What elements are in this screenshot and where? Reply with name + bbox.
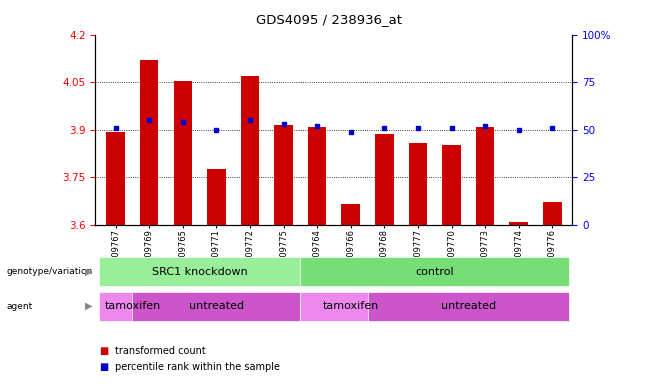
Bar (174, 81, 192, 225)
Text: tamoxifen: tamoxifen (104, 301, 161, 311)
Bar (375, 134, 393, 225)
Text: tamoxifen: tamoxifen (322, 301, 379, 311)
Text: GDS4095 / 238936_at: GDS4095 / 238936_at (256, 13, 402, 26)
Bar (107, 132, 125, 225)
Text: percentile rank within the sample: percentile rank within the sample (115, 362, 280, 372)
Bar (274, 125, 293, 225)
Text: SRC1 knockdown: SRC1 knockdown (152, 266, 247, 277)
Bar (308, 127, 326, 225)
Text: ■: ■ (99, 346, 108, 356)
Bar (207, 169, 226, 225)
Bar (140, 60, 159, 225)
Bar (241, 76, 259, 225)
Text: untreated: untreated (441, 301, 496, 311)
Bar (409, 143, 427, 225)
Text: agent: agent (7, 302, 33, 311)
Bar (476, 127, 494, 225)
Text: ▶: ▶ (85, 266, 92, 277)
Bar (509, 222, 528, 225)
Bar (342, 204, 360, 225)
Text: ▶: ▶ (85, 301, 92, 311)
Text: control: control (415, 266, 454, 277)
Text: genotype/variation: genotype/variation (7, 267, 93, 276)
Bar (442, 146, 461, 225)
Text: ■: ■ (99, 362, 108, 372)
Text: untreated: untreated (189, 301, 244, 311)
Text: transformed count: transformed count (115, 346, 206, 356)
Bar (543, 202, 561, 225)
